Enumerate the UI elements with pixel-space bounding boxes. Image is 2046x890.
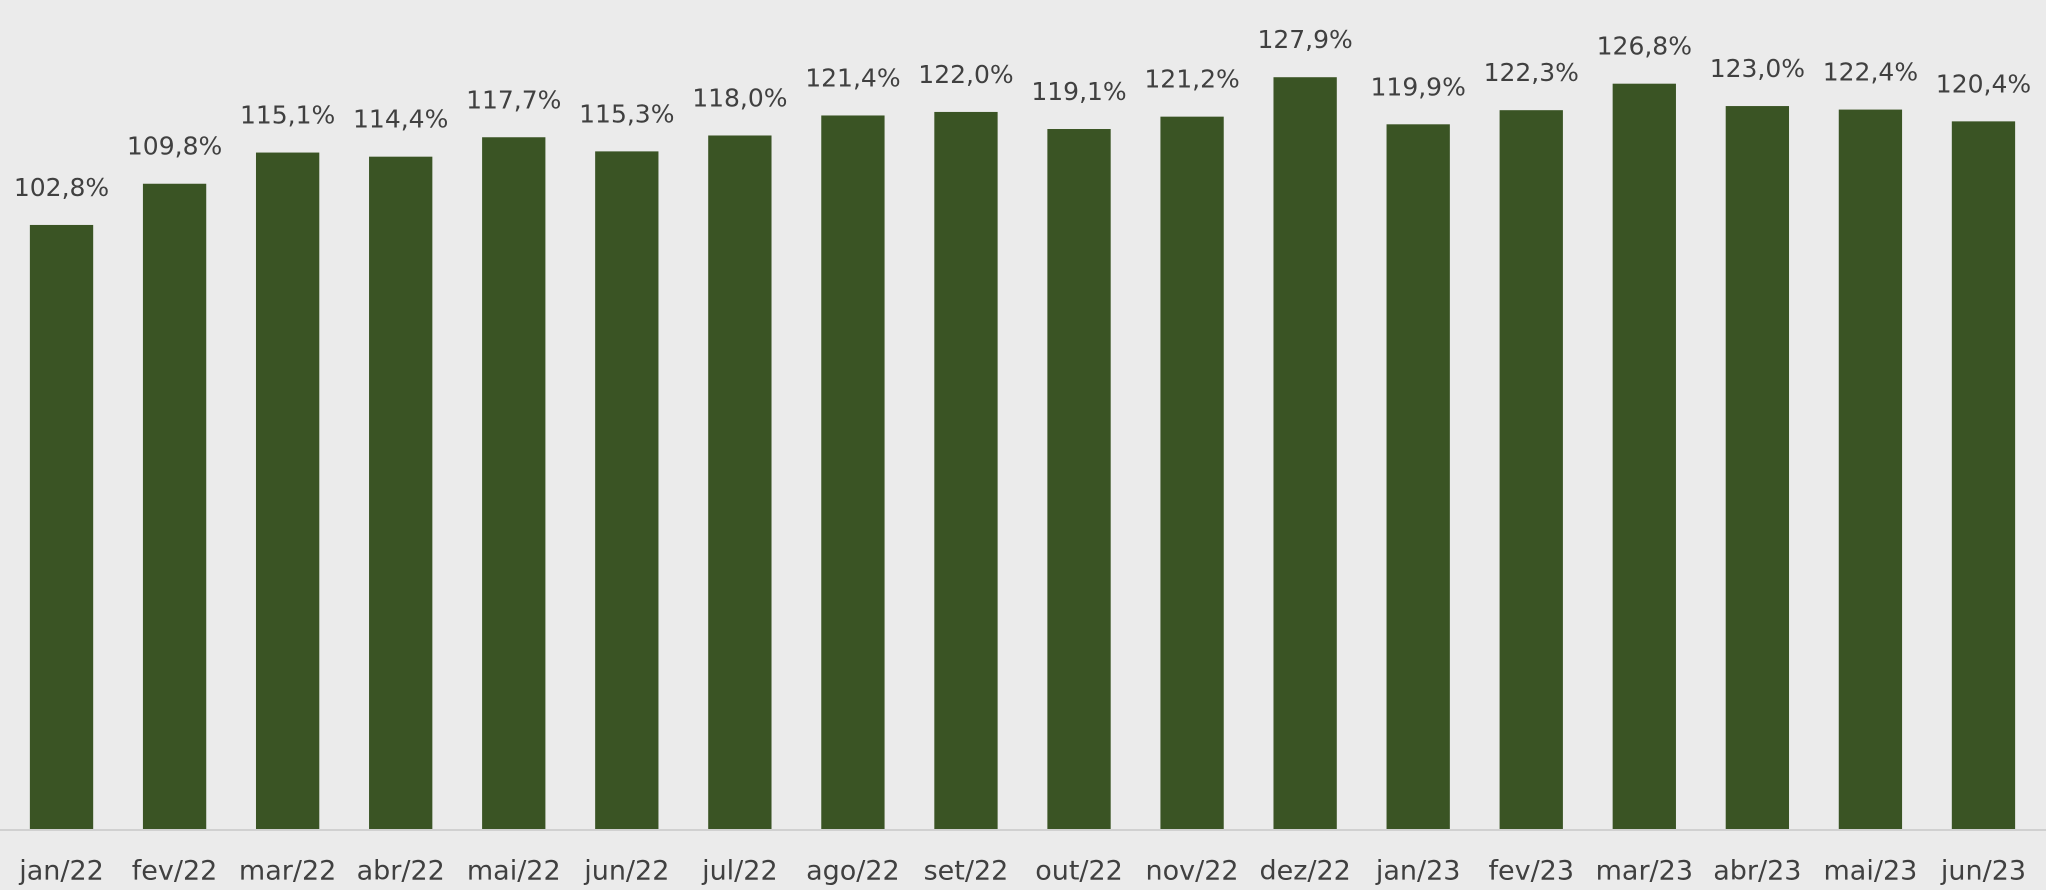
x-tick-label: set/22 (924, 856, 1009, 887)
bar (255, 152, 320, 830)
value-label: 123,0% (1710, 54, 1805, 83)
x-tick-label: ago/22 (806, 856, 900, 887)
x-tick-label: mar/23 (1596, 856, 1693, 887)
value-label: 121,2% (1144, 65, 1239, 94)
x-tick-label: fev/23 (1488, 856, 1574, 887)
bar (29, 224, 94, 830)
x-tick-label: mar/22 (239, 856, 336, 887)
bar (1951, 121, 2016, 831)
x-tick-label: dez/22 (1259, 856, 1350, 887)
x-tick-label: nov/22 (1146, 856, 1239, 887)
bar (1386, 124, 1450, 830)
bar (1838, 109, 1903, 831)
x-tick-label: jan/23 (1375, 856, 1461, 887)
value-label: 109,8% (127, 132, 222, 161)
value-label: 122,0% (918, 60, 1013, 89)
value-label: 114,4% (353, 105, 448, 134)
value-label: 115,1% (240, 101, 335, 130)
bar (482, 137, 546, 830)
bar (1160, 116, 1224, 830)
x-tick-label: jul/22 (701, 856, 778, 887)
value-label: 122,4% (1823, 58, 1918, 87)
bar (1273, 77, 1337, 830)
value-label: 126,8% (1597, 32, 1692, 61)
x-tick-label: mai/22 (467, 856, 561, 887)
x-tick-label: out/22 (1035, 856, 1123, 887)
bar (1725, 106, 1790, 831)
value-label: 121,4% (805, 63, 900, 92)
x-tick-label: jun/22 (583, 856, 669, 887)
value-label: 122,3% (1484, 58, 1579, 87)
value-label: 120,4% (1936, 69, 2031, 98)
value-label: 117,7% (466, 85, 561, 114)
x-tick-label: fev/22 (132, 856, 218, 887)
x-tick-label: abr/23 (1713, 856, 1801, 887)
bar (595, 151, 659, 830)
x-tick-label: jan/22 (18, 856, 104, 887)
value-label: 119,1% (1031, 77, 1126, 106)
bar (934, 111, 998, 830)
bar (1612, 83, 1676, 831)
bar (821, 115, 885, 830)
x-tick-label: jun/23 (1940, 856, 2026, 887)
value-label: 127,9% (1257, 25, 1352, 54)
value-label: 118,0% (692, 83, 787, 112)
x-tick-label: mai/23 (1824, 856, 1918, 887)
bar (708, 135, 772, 830)
bar (142, 183, 207, 831)
x-tick-label: abr/22 (357, 856, 445, 887)
bar (369, 156, 433, 830)
bar (1499, 110, 1563, 831)
bar (1047, 129, 1111, 831)
value-label: 115,3% (579, 99, 674, 128)
value-label: 102,8% (14, 173, 109, 202)
value-label: 119,9% (1371, 72, 1466, 101)
